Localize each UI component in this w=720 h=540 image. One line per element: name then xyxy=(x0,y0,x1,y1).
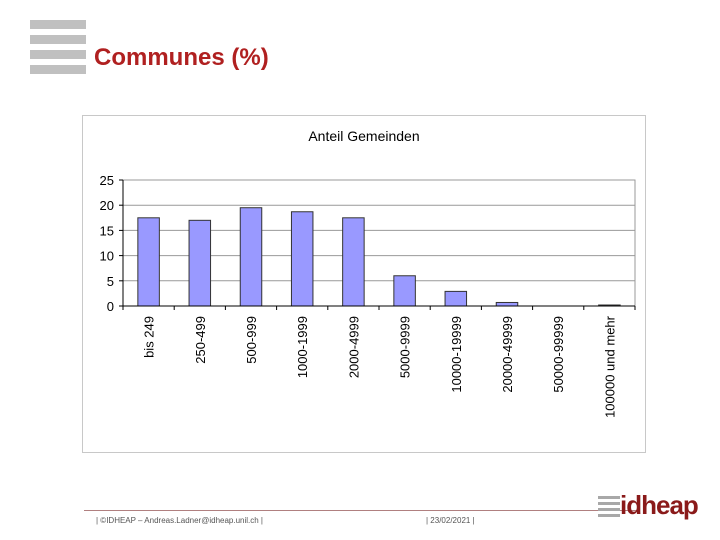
footer-date: | 23/02/2021 | xyxy=(426,516,475,525)
logo-text: idheap xyxy=(620,490,699,520)
logo-lines-icon xyxy=(598,496,620,518)
bar-1 xyxy=(188,219,212,307)
x-category-label: 20000-49999 xyxy=(500,316,515,393)
axis-layer: 0 5 10 15 20 25 bis 249 250-499 500-999 1000-1999… xyxy=(100,173,636,418)
bar-4 xyxy=(342,217,365,307)
y-tick-label: 5 xyxy=(107,274,114,289)
bar-3 xyxy=(290,211,314,307)
x-category-label: 2000-4999 xyxy=(346,316,361,378)
menu-bars-icon xyxy=(30,20,86,76)
y-tick-label: 25 xyxy=(100,173,114,188)
x-category-label: 500-999 xyxy=(244,316,259,364)
x-category-label: 5000-9999 xyxy=(398,316,413,378)
chart-frame: Anteil Gemeinden 0 5 10 15 20 25 bis 249 250-49… xyxy=(82,115,646,453)
bar-6 xyxy=(444,290,468,307)
idheap-logo: idheap xyxy=(598,490,699,522)
chart-title: Anteil Gemeinden xyxy=(308,128,419,144)
footer-divider xyxy=(84,510,640,511)
bar-2 xyxy=(239,207,263,307)
footer-copyright: | ©IDHEAP – Andreas.Ladner@idheap.unil.c… xyxy=(96,516,264,525)
x-category-label: 10000-19999 xyxy=(449,316,464,393)
x-category-label: 1000-1999 xyxy=(295,316,310,378)
x-category-label: 50000-99999 xyxy=(551,316,566,393)
x-category-label: 250-499 xyxy=(193,316,208,364)
slide-title: Communes (%) xyxy=(94,44,269,71)
x-category-label: 100000 und mehr xyxy=(602,315,617,418)
bar-chart: Anteil Gemeinden 0 5 10 15 20 25 bis 249 250-49… xyxy=(100,128,636,418)
y-tick-label: 10 xyxy=(100,249,114,264)
bar-0 xyxy=(137,217,160,307)
y-tick-label: 15 xyxy=(100,223,114,238)
bar-7 xyxy=(495,301,519,307)
y-tick-label: 20 xyxy=(100,198,114,213)
y-tick-label: 0 xyxy=(107,299,114,314)
x-category-label: bis 249 xyxy=(142,316,157,358)
bar-layer xyxy=(137,207,621,307)
bar-5 xyxy=(393,275,416,307)
